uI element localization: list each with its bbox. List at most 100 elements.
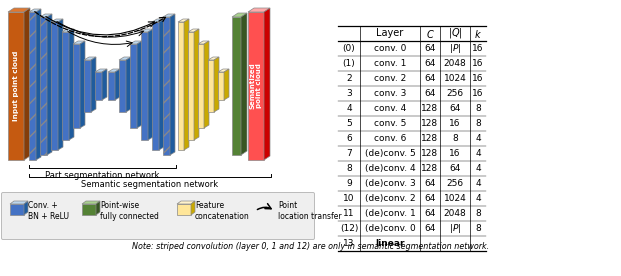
Text: (de)conv. 0: (de)conv. 0 xyxy=(365,224,415,233)
Polygon shape xyxy=(62,29,74,32)
Text: 9: 9 xyxy=(346,179,352,188)
Text: 256: 256 xyxy=(446,89,463,98)
Polygon shape xyxy=(96,201,100,215)
Text: Conv. +
BN + ReLU: Conv. + BN + ReLU xyxy=(28,201,69,221)
Polygon shape xyxy=(152,19,164,22)
Text: Layer: Layer xyxy=(376,28,404,38)
Text: (de)conv. 2: (de)conv. 2 xyxy=(365,194,415,203)
Polygon shape xyxy=(208,57,219,60)
Polygon shape xyxy=(232,17,241,155)
Polygon shape xyxy=(178,19,189,22)
Polygon shape xyxy=(188,32,194,140)
Text: (12): (12) xyxy=(340,224,358,233)
Text: conv. 4: conv. 4 xyxy=(374,104,406,113)
Polygon shape xyxy=(8,12,24,160)
Text: 4: 4 xyxy=(475,164,481,173)
Text: 64: 64 xyxy=(450,164,461,173)
Polygon shape xyxy=(218,69,229,72)
Text: 3: 3 xyxy=(346,89,352,98)
Text: Semantized
point cloud: Semantized point cloud xyxy=(250,63,263,109)
Polygon shape xyxy=(184,19,189,150)
Text: 64: 64 xyxy=(450,104,461,113)
Text: 64: 64 xyxy=(424,224,436,233)
Text: 4: 4 xyxy=(346,104,352,113)
Polygon shape xyxy=(108,72,115,100)
Polygon shape xyxy=(163,17,170,155)
Polygon shape xyxy=(214,57,219,112)
Text: 256: 256 xyxy=(446,179,463,188)
Polygon shape xyxy=(119,57,131,60)
Text: (de)conv. 4: (de)conv. 4 xyxy=(365,164,415,173)
Text: 2048: 2048 xyxy=(443,209,466,218)
Polygon shape xyxy=(73,41,85,44)
Polygon shape xyxy=(159,19,164,150)
Polygon shape xyxy=(177,201,195,204)
Text: 7: 7 xyxy=(346,149,352,158)
Polygon shape xyxy=(178,22,184,150)
Text: (de)conv. 3: (de)conv. 3 xyxy=(365,179,415,188)
Text: 8: 8 xyxy=(475,104,481,113)
Polygon shape xyxy=(91,57,96,112)
Polygon shape xyxy=(10,201,28,204)
Polygon shape xyxy=(58,19,63,150)
Text: 11: 11 xyxy=(343,209,355,218)
Text: Point-wise
fully connected: Point-wise fully connected xyxy=(100,201,159,221)
Text: 10: 10 xyxy=(343,194,355,203)
Polygon shape xyxy=(36,9,41,160)
Polygon shape xyxy=(177,204,191,215)
FancyBboxPatch shape xyxy=(1,192,314,240)
Polygon shape xyxy=(10,204,24,215)
Text: conv. 3: conv. 3 xyxy=(374,89,406,98)
Polygon shape xyxy=(224,69,229,100)
Text: 64: 64 xyxy=(424,59,436,68)
Text: 16: 16 xyxy=(449,149,461,158)
Polygon shape xyxy=(198,44,204,128)
Polygon shape xyxy=(141,32,148,140)
Polygon shape xyxy=(141,29,153,32)
Polygon shape xyxy=(24,201,28,215)
Text: 16: 16 xyxy=(449,119,461,128)
Text: conv. 1: conv. 1 xyxy=(374,59,406,68)
Polygon shape xyxy=(102,69,107,100)
Polygon shape xyxy=(208,60,214,112)
Text: $C$: $C$ xyxy=(425,28,435,39)
Text: (de)conv. 1: (de)conv. 1 xyxy=(365,209,415,218)
Polygon shape xyxy=(29,9,41,12)
Text: (de)conv. 5: (de)conv. 5 xyxy=(365,149,415,158)
Text: 128: 128 xyxy=(422,149,438,158)
Polygon shape xyxy=(191,201,195,215)
Polygon shape xyxy=(73,44,80,128)
Polygon shape xyxy=(130,41,142,44)
Polygon shape xyxy=(198,41,209,44)
Text: 64: 64 xyxy=(424,194,436,203)
Text: 16: 16 xyxy=(472,89,484,98)
Text: 64: 64 xyxy=(424,44,436,53)
Polygon shape xyxy=(119,60,126,112)
Text: conv. 0: conv. 0 xyxy=(374,44,406,53)
Text: 4: 4 xyxy=(475,179,481,188)
Text: 8: 8 xyxy=(475,224,481,233)
Text: Note: striped convolution (layer 0, 1 and 12) are only in semantic segmentation : Note: striped convolution (layer 0, 1 an… xyxy=(132,242,489,251)
Text: Part segmentation network: Part segmentation network xyxy=(45,171,160,180)
Polygon shape xyxy=(69,29,74,140)
Text: 16: 16 xyxy=(472,74,484,83)
Polygon shape xyxy=(84,57,96,60)
Polygon shape xyxy=(152,22,159,150)
Text: 64: 64 xyxy=(424,89,436,98)
Text: $|P|$: $|P|$ xyxy=(449,42,461,55)
Text: 6: 6 xyxy=(346,134,352,143)
Text: 128: 128 xyxy=(422,104,438,113)
Text: 2048: 2048 xyxy=(443,59,466,68)
Polygon shape xyxy=(82,204,96,215)
Polygon shape xyxy=(194,29,199,140)
Text: 1024: 1024 xyxy=(443,74,466,83)
Polygon shape xyxy=(108,69,120,72)
Text: 128: 128 xyxy=(422,119,438,128)
Text: 1024: 1024 xyxy=(443,194,466,203)
Polygon shape xyxy=(40,14,52,17)
Polygon shape xyxy=(29,12,36,160)
Polygon shape xyxy=(51,19,63,22)
Text: 13: 13 xyxy=(343,239,355,248)
Polygon shape xyxy=(47,14,52,155)
Text: 4: 4 xyxy=(475,149,481,158)
